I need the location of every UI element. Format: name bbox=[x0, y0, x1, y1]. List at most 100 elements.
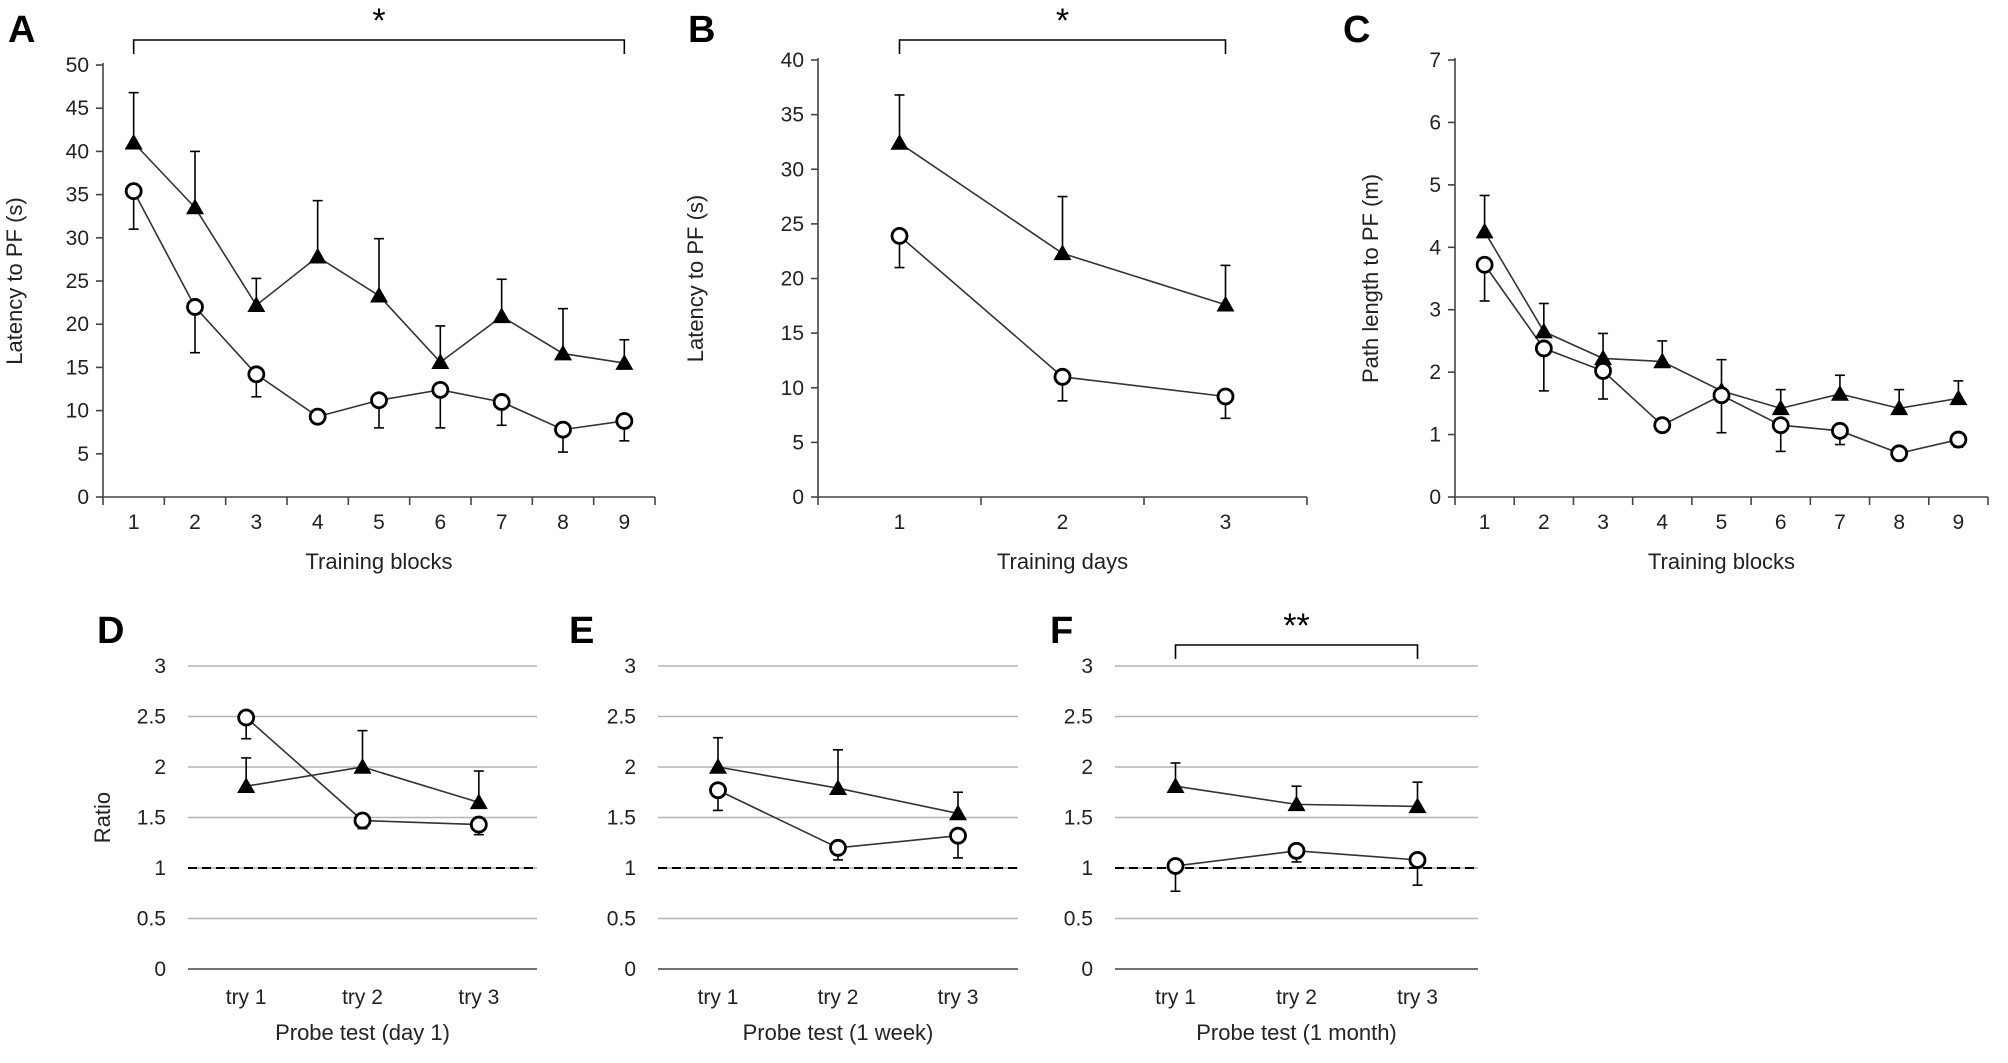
y-tick-label: 15 bbox=[66, 356, 89, 379]
x-tick-label: 6 bbox=[434, 511, 446, 534]
y-tick-label: 2.5 bbox=[1064, 706, 1093, 729]
triangle-marker bbox=[1053, 244, 1072, 261]
y-tick-label: 2 bbox=[1429, 361, 1441, 384]
triangle-marker bbox=[1830, 384, 1849, 401]
circle-marker bbox=[370, 391, 388, 410]
x-tick-label: 9 bbox=[1953, 511, 1965, 534]
series-triangle bbox=[894, 94, 1231, 306]
triangle-marker bbox=[1408, 797, 1427, 814]
y-tick-label: 20 bbox=[781, 268, 804, 291]
significance-bracket bbox=[1174, 644, 1419, 659]
circle-marker bbox=[1712, 386, 1731, 405]
panel-b: B 0 5 10 15 20 25 30 35 40 1 2 3 Training days Latency… bbox=[683, 2, 1308, 574]
panel-letter: D bbox=[97, 610, 124, 652]
y-tick-label: 10 bbox=[781, 377, 804, 400]
panel-letter: C bbox=[1343, 9, 1370, 51]
y-tick-label: 1 bbox=[624, 857, 636, 880]
y-tick-label: 1.5 bbox=[607, 807, 636, 830]
y-tick-label: 35 bbox=[781, 104, 804, 127]
series-triangle bbox=[713, 736, 963, 815]
x-tick-label: 2 bbox=[189, 511, 201, 534]
circle-marker bbox=[829, 838, 847, 857]
circle-marker bbox=[1890, 444, 1909, 463]
triangle-marker bbox=[370, 286, 388, 303]
circle-marker bbox=[247, 365, 266, 384]
y-tick-label: 1 bbox=[154, 857, 166, 880]
x-axis-label: Training blocks bbox=[305, 549, 452, 574]
x-axis-label: Training days bbox=[997, 549, 1128, 574]
y-tick-label: 1 bbox=[1429, 424, 1441, 447]
y-axis-label: Ratio bbox=[90, 792, 115, 843]
triangle-marker bbox=[308, 247, 327, 264]
triangle-marker bbox=[1653, 352, 1672, 369]
y-axis-label: Latency to PF (s) bbox=[683, 195, 708, 363]
x-tick-label: try 1 bbox=[1155, 986, 1196, 1009]
y-tick-label: 40 bbox=[781, 49, 804, 72]
x-tick-label: 5 bbox=[1716, 511, 1728, 534]
triangle-marker bbox=[1949, 389, 1968, 406]
y-tick-label: 25 bbox=[66, 270, 89, 293]
x-axis-label: Probe test (day 1) bbox=[275, 1020, 450, 1045]
significance-label: * bbox=[1056, 2, 1069, 40]
circle-marker bbox=[124, 182, 143, 201]
y-tick-label: 45 bbox=[66, 97, 89, 120]
x-tick-label: 9 bbox=[618, 511, 630, 534]
triangle-marker bbox=[247, 296, 266, 312]
y-tick-label: 0 bbox=[1081, 958, 1093, 981]
circle-marker bbox=[949, 826, 967, 845]
x-tick-label: 2 bbox=[1057, 511, 1069, 534]
y-tick-label: 3 bbox=[624, 655, 636, 678]
y-tick-label: 25 bbox=[781, 213, 804, 236]
triangle-marker bbox=[237, 777, 256, 793]
y-tick-label: 1 bbox=[1081, 857, 1093, 880]
panel-letter: A bbox=[8, 9, 35, 51]
y-tick-label: 3 bbox=[1081, 655, 1093, 678]
y-tick-label: 15 bbox=[781, 322, 804, 345]
x-tick-label: 8 bbox=[1893, 511, 1905, 534]
x-tick-label: try 2 bbox=[342, 986, 383, 1009]
circle-marker bbox=[1949, 430, 1968, 449]
triangle-marker bbox=[469, 793, 488, 810]
circle-marker bbox=[1534, 339, 1553, 358]
y-tick-label: 2.5 bbox=[607, 706, 636, 729]
x-tick-label: 3 bbox=[250, 511, 262, 534]
y-tick-label: 35 bbox=[66, 184, 89, 207]
x-tick-label: 6 bbox=[1775, 511, 1787, 534]
significance-bracket bbox=[898, 39, 1227, 54]
circle-marker bbox=[890, 226, 909, 245]
x-tick-label: try 2 bbox=[1276, 986, 1317, 1009]
significance-label: * bbox=[372, 2, 385, 40]
triangle-marker bbox=[186, 198, 204, 215]
series-triangle bbox=[1479, 194, 1964, 410]
triangle-marker bbox=[1594, 349, 1613, 366]
y-tick-label: 0.5 bbox=[137, 908, 166, 931]
circle-marker bbox=[1053, 367, 1072, 386]
y-tick-label: 5 bbox=[77, 443, 89, 466]
y-tick-label: 0 bbox=[792, 486, 804, 509]
triangle-marker bbox=[353, 758, 372, 774]
triangle-marker bbox=[1166, 777, 1185, 793]
x-tick-label: 3 bbox=[1220, 511, 1232, 534]
y-tick-label: 0 bbox=[624, 958, 636, 981]
panel-d: D 0 0.5 1 1.5 2 2.5 3 try 1 try 2 try 3 Probe test … bbox=[90, 610, 537, 1045]
x-tick-label: try 1 bbox=[226, 986, 267, 1009]
triangle-marker bbox=[1475, 222, 1494, 239]
y-tick-label: 30 bbox=[66, 227, 89, 250]
x-tick-label: try 3 bbox=[938, 986, 979, 1009]
circle-marker bbox=[709, 781, 727, 800]
triangle-marker bbox=[615, 354, 634, 370]
y-tick-label: 20 bbox=[66, 313, 89, 336]
circle-marker bbox=[492, 393, 511, 411]
circle-marker bbox=[237, 708, 256, 727]
y-tick-label: 2 bbox=[154, 756, 166, 779]
y-tick-label: 2 bbox=[624, 756, 636, 779]
y-tick-label: 3 bbox=[154, 655, 166, 678]
circle-marker bbox=[1831, 421, 1849, 440]
circle-marker bbox=[554, 420, 572, 439]
y-tick-label: 1.5 bbox=[137, 807, 166, 830]
y-tick-label: 0 bbox=[154, 958, 166, 981]
series-circle bbox=[128, 190, 630, 453]
circle-marker bbox=[1594, 361, 1612, 380]
